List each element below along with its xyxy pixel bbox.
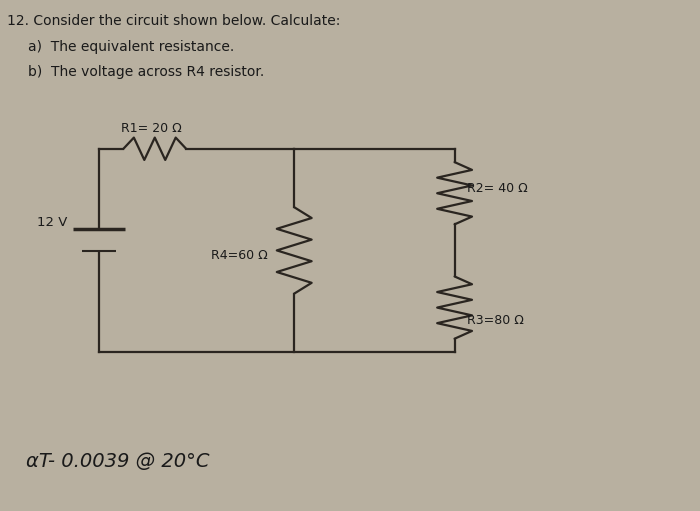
Text: αT- 0.0039 @ 20°C: αT- 0.0039 @ 20°C xyxy=(26,453,209,472)
Text: a)  The equivalent resistance.: a) The equivalent resistance. xyxy=(28,39,234,54)
Text: 12 V: 12 V xyxy=(37,216,68,229)
Text: R3=80 Ω: R3=80 Ω xyxy=(467,314,524,327)
Text: R1= 20 Ω: R1= 20 Ω xyxy=(121,122,182,134)
Text: R2= 40 Ω: R2= 40 Ω xyxy=(467,182,528,195)
Text: R4=60 Ω: R4=60 Ω xyxy=(211,249,267,262)
Text: 12. Consider the circuit shown below. Calculate:: 12. Consider the circuit shown below. Ca… xyxy=(7,14,340,28)
Text: b)  The voltage across R4 resistor.: b) The voltage across R4 resistor. xyxy=(28,65,264,79)
